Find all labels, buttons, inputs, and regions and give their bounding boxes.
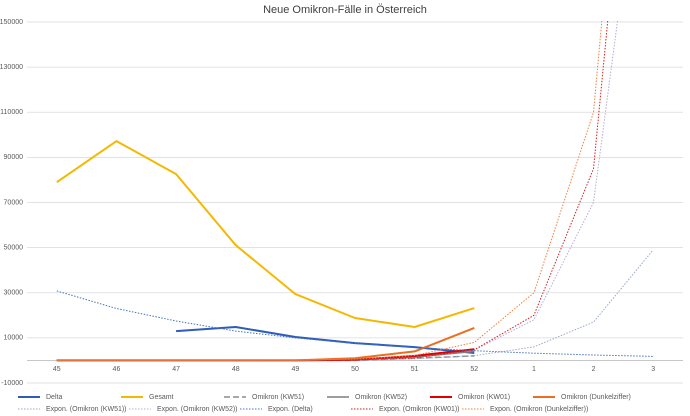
series-line [56, 290, 654, 357]
y-tick-label: 150000 [0, 19, 23, 26]
legend-label: Omikron (KW52) [355, 394, 407, 401]
x-tick-label: 3 [651, 366, 655, 373]
x-tick-label: 48 [232, 366, 240, 373]
grid [27, 21, 683, 384]
y-tick-label: 110000 [0, 109, 23, 116]
x-tick-label: 46 [113, 366, 121, 373]
series-line [56, 20, 609, 361]
legend-label: Expon. (Omikron (KW51)) [46, 406, 127, 413]
y-tick-label: 50000 [4, 244, 24, 251]
legend-label: Delta [46, 394, 62, 401]
legend-label: Gesamt [149, 394, 174, 401]
x-tick-label: 1 [532, 366, 536, 373]
series-line [56, 20, 603, 361]
plot-area [56, 20, 654, 362]
y-tick-label: 30000 [4, 290, 24, 297]
x-tick-label: 50 [351, 366, 359, 373]
legend-label: Omikron (KW01) [458, 394, 510, 401]
series-line [176, 326, 475, 354]
legend-label: Omikron (KW51) [252, 394, 304, 401]
series-line [56, 140, 475, 328]
x-tick-label: 49 [291, 366, 299, 373]
chart-title: Neue Omikron-Fälle in Österreich [263, 4, 427, 16]
x-tick-label: 45 [53, 366, 61, 373]
legend-label: Omikron (Dunkelziffer) [561, 394, 631, 401]
legend-label: Expon. (Omikron (Dunkelziffer)) [490, 406, 588, 413]
series-line [56, 20, 619, 361]
legend-label: Expon. (Omikron (KW01)) [379, 406, 460, 413]
y-tick-label: 130000 [0, 64, 23, 71]
x-tick-label: 51 [411, 366, 419, 373]
x-tick-label: 52 [470, 366, 478, 373]
x-tick-label: 47 [172, 366, 180, 373]
legend-label: Expon. (Delta) [268, 406, 313, 413]
y-tick-label: 10000 [4, 335, 24, 342]
y-tick-label: -10000 [1, 380, 23, 387]
y-tick-label: 70000 [4, 199, 24, 206]
y-tick-label: 90000 [4, 154, 24, 161]
legend-label: Expon. (Omikron (KW52)) [157, 406, 238, 413]
x-tick-label: 2 [592, 366, 596, 373]
